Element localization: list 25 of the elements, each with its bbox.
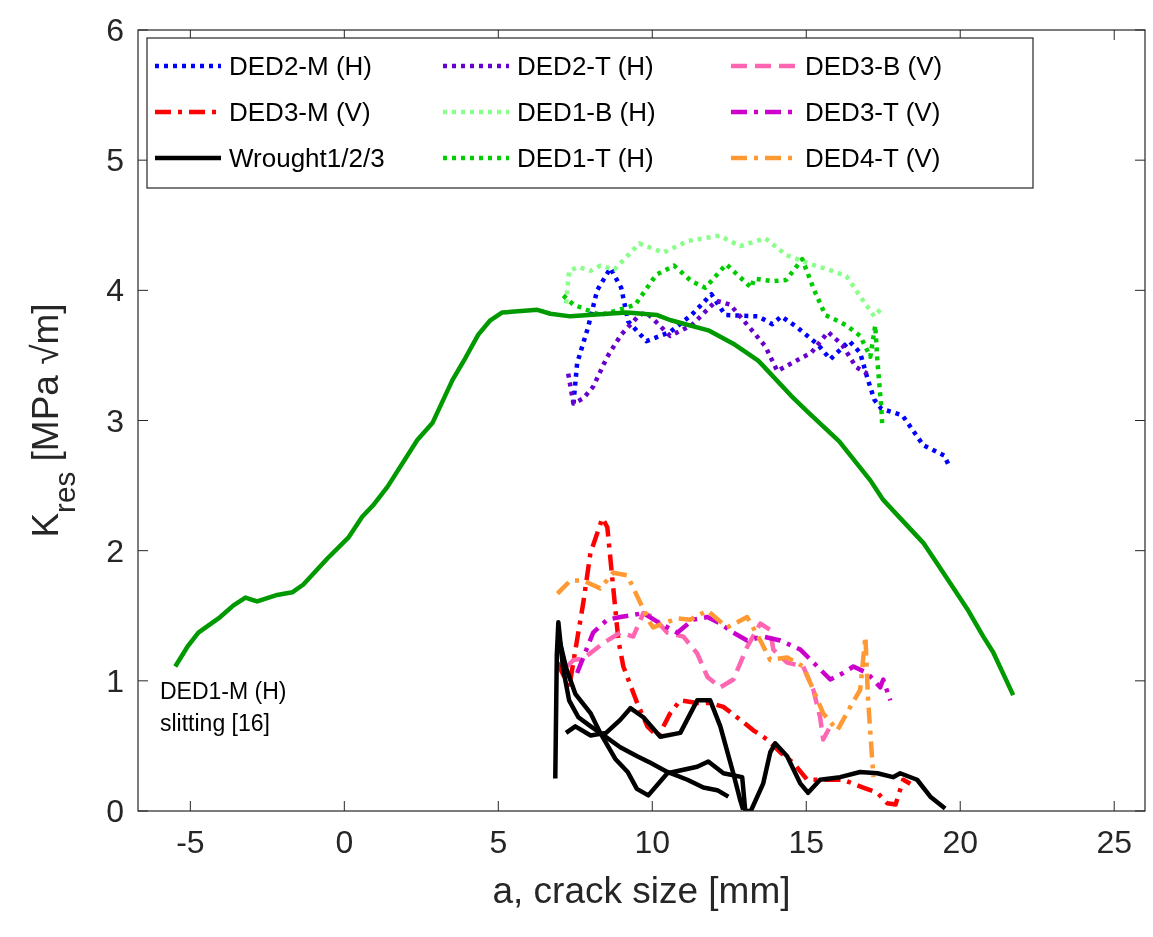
y-tick-label: 6 xyxy=(106,12,124,48)
y-tick-label: 0 xyxy=(106,793,124,829)
y-tick-label: 5 xyxy=(106,142,124,179)
x-tick-label: 0 xyxy=(335,824,354,860)
legend-label: DED3-T (V) xyxy=(805,97,941,127)
x-tick-label: -5 xyxy=(176,824,205,860)
x-tick-label: 10 xyxy=(634,824,671,860)
x-tick-label: 25 xyxy=(1096,824,1132,860)
x-tick-label: 5 xyxy=(489,824,508,860)
legend-label: DED4-T (V) xyxy=(805,143,941,173)
legend-label: DED3-M (V) xyxy=(229,97,371,127)
legend-label: DED1-B (H) xyxy=(517,97,656,127)
y-tick-label: 3 xyxy=(106,402,124,439)
y-tick-label: 1 xyxy=(106,662,124,699)
legend-label: Wrought1/2/3 xyxy=(229,143,385,173)
legend-label: DED2-T (H) xyxy=(517,51,654,81)
legend-label: DED2-M (H) xyxy=(229,51,372,81)
x-axis-title: a, crack size [mm] xyxy=(492,870,791,911)
x-tick-label: 20 xyxy=(942,824,979,860)
y-tick-label: 4 xyxy=(106,272,124,309)
legend-label: DED1-T (H) xyxy=(517,143,654,173)
legend-label: DED3-B (V) xyxy=(805,51,943,81)
y-tick-label: 2 xyxy=(106,532,124,569)
annotation: DED1-M (H) slitting [16] xyxy=(160,678,287,736)
x-tick-label: 15 xyxy=(788,824,825,860)
